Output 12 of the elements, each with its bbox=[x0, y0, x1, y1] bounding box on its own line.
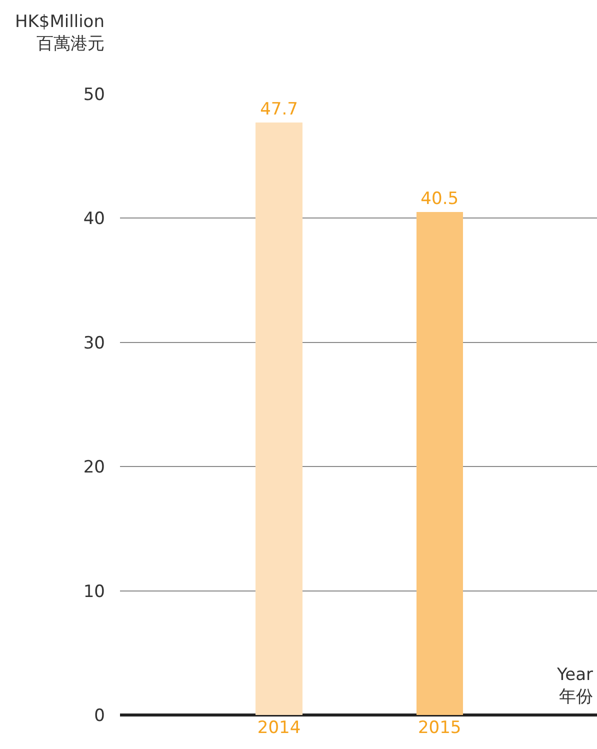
x-axis-title: Year 年份 bbox=[556, 665, 594, 708]
y-tick-label: 10 bbox=[83, 582, 105, 602]
y-tick-label: 30 bbox=[83, 333, 105, 354]
y-tick-label: 40 bbox=[83, 209, 105, 230]
y-tick-label: 20 bbox=[83, 458, 105, 478]
data-label: 47.7 bbox=[260, 100, 298, 120]
x-tick-label: 2014 bbox=[257, 718, 301, 738]
y-axis-title: HK$Million 百萬港元 bbox=[15, 12, 104, 54]
y-tick-label: 50 bbox=[83, 84, 105, 105]
data-label: 40.5 bbox=[420, 188, 459, 209]
x-tick-label: 2015 bbox=[418, 718, 462, 738]
y-tick-label: 0 bbox=[94, 706, 105, 726]
